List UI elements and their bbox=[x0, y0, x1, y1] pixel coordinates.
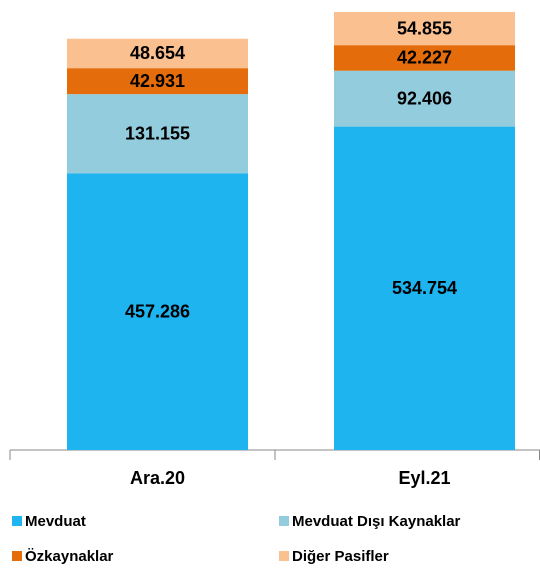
data-label: 42.931 bbox=[130, 71, 185, 91]
legend-label: Özkaynaklar bbox=[25, 548, 114, 565]
bar-segment bbox=[67, 38, 248, 69]
legend-label: Mevduat Dışı Kaynaklar bbox=[292, 513, 461, 530]
legend-label: Diğer Pasifler bbox=[292, 548, 389, 565]
x-tick-label: Ara.20 bbox=[130, 468, 185, 488]
legend-label: Mevduat bbox=[25, 513, 86, 530]
bar-segment bbox=[67, 68, 248, 95]
bar-segment bbox=[334, 12, 515, 46]
data-label: 48.654 bbox=[130, 43, 185, 63]
data-label: 131.155 bbox=[125, 124, 190, 144]
data-label: 92.406 bbox=[397, 88, 452, 108]
data-label: 54.855 bbox=[397, 18, 452, 38]
bar-segment bbox=[334, 70, 515, 127]
bar-segment bbox=[334, 126, 515, 450]
legend-swatch bbox=[12, 551, 22, 561]
x-tick-label: Eyl.21 bbox=[398, 468, 450, 488]
bar-segment bbox=[67, 94, 248, 174]
bar-segment bbox=[67, 173, 248, 451]
legend-swatch bbox=[279, 551, 289, 561]
data-label: 457.286 bbox=[125, 301, 190, 321]
data-label: 534.754 bbox=[392, 278, 457, 298]
legend-swatch bbox=[12, 516, 22, 526]
legend-swatch bbox=[279, 516, 289, 526]
bar-segment bbox=[334, 45, 515, 71]
data-label: 42.227 bbox=[397, 48, 452, 68]
